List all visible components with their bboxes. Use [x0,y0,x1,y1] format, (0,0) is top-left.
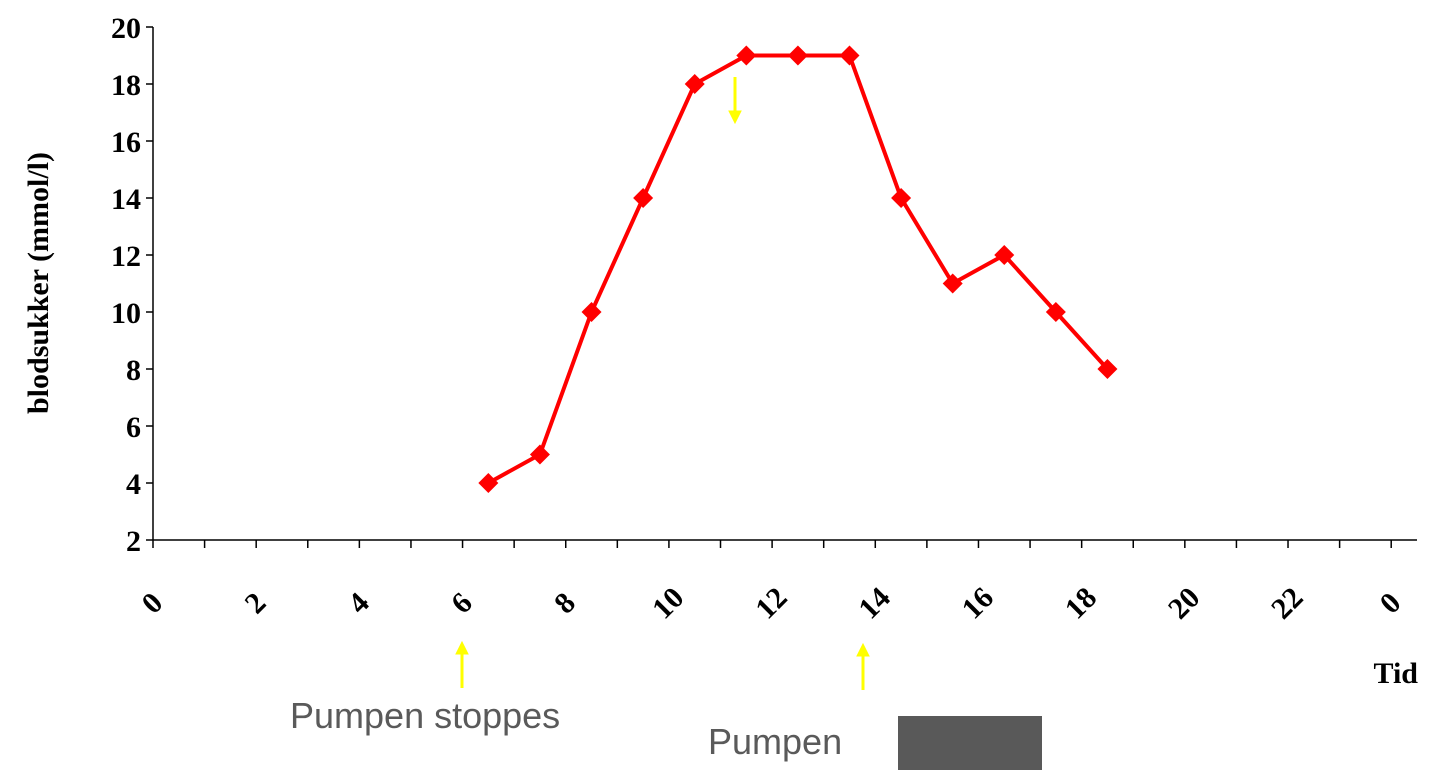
x-tick-label: 16 [955,581,1000,626]
x-tick-label: 8 [548,586,582,620]
x-tick-label: 2 [238,586,272,620]
y-tick-label: 12 [111,240,141,273]
arrow-head [728,110,742,125]
arrows [455,77,870,690]
marker [684,74,705,94]
y-tick-label: 14 [111,183,141,216]
redacted-box [898,716,1042,770]
x-tick-label: 18 [1059,581,1104,626]
y-tick-label: 8 [126,354,141,387]
x-tick-label: 4 [342,586,376,620]
x-tick-label: 0 [135,586,169,620]
y-tick-label: 2 [126,525,141,558]
x-tick-label: 20 [1162,581,1207,626]
y-tick-label: 10 [111,297,141,330]
marker [478,473,499,493]
x-axis-label: Tid [1374,657,1419,690]
marker [942,273,963,294]
marker [994,245,1015,265]
x-tick-label: 6 [445,586,479,620]
y-tick-label: 16 [111,126,141,159]
annotation: Pumpen stoppes [290,695,560,736]
marker [787,45,808,66]
marker [891,188,912,208]
marker [529,444,550,465]
x-tick-label: 0 [1374,586,1408,620]
x-tick-label: 12 [749,581,794,626]
x-tick-label: 22 [1265,581,1310,626]
marker [839,45,860,66]
marker [581,302,602,322]
line [487,53,1109,485]
y-tick-label: 4 [126,468,141,501]
arrow-head [856,642,870,657]
marker [1045,302,1066,322]
x-tick-label: 10 [646,581,691,626]
annotation: Pumpen [708,721,842,762]
marker [736,45,757,66]
y-axis-label: blodsukker (mmol/l) [22,152,55,414]
y-tick-label: 18 [111,69,141,102]
y-tick-label: 6 [126,411,141,444]
marker [633,188,654,208]
y-tick-label: 20 [111,12,141,45]
marker [1097,359,1118,379]
x-tick-label: 14 [852,581,897,626]
arrow-head [455,640,469,655]
